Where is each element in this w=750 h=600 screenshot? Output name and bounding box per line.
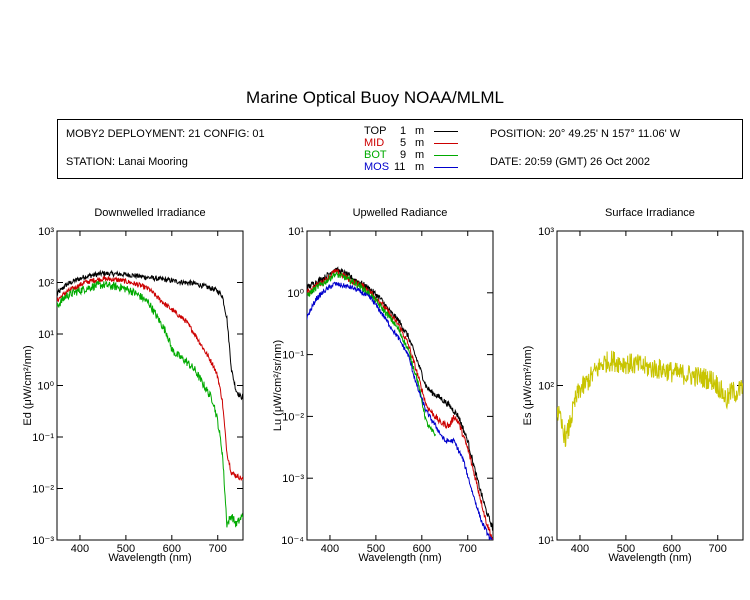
y-tick-label: 10³ [38,226,54,238]
legend-mid-depth: 5 [400,137,407,149]
x-tick-label: 500 [117,543,135,555]
x-tick-label: 500 [367,543,385,555]
x-axis-label: Wavelength (nm) [608,552,691,564]
date-text: DATE: 20:59 (GMT) 26 Oct 2002 [490,156,650,168]
y-axis-label: Ed (μW/cm²/nm) [22,345,34,425]
x-tick-label: 600 [413,543,431,555]
series-line-top [307,266,493,531]
x-tick-label: 700 [459,543,477,555]
x-tick-label: 400 [571,543,589,555]
series-line-bot [307,270,437,437]
y-tick-label: 10⁰ [37,381,54,393]
y-axis-label: Es (μW/cm²/nm) [522,346,534,426]
y-tick-label: 10⁻⁴ [281,535,304,547]
legend-mid-line [434,143,458,144]
legend-top-line [434,131,458,132]
y-tick-label: 10⁻³ [32,535,54,547]
y-tick-label: 10¹ [288,226,304,238]
y-tick-label: 10⁻² [282,411,304,423]
page-title: Marine Optical Buoy NOAA/MLML [246,88,504,107]
chart-title: Downwelled Irradiance [94,207,205,219]
chart-panel-3: Surface Irradiance 400 500 600 700 Wavelength… [522,207,744,564]
y-tick-label: 10² [538,381,554,393]
series-line-mos [307,281,493,540]
legend-top-depth: 1 [400,125,407,137]
series-line-bot [57,280,243,528]
chart-panel-2: Upwelled Radiance 400 500 600 700 Wavelength … [272,207,494,564]
legend-top-name: TOP [364,125,387,137]
legend-mid-name: MID [364,137,385,149]
legend-top-unit: m [415,125,425,137]
x-tick-label: 600 [163,543,181,555]
info-box: MOBY2 DEPLOYMENT: 21 CONFIG: 01 STATION:… [57,119,743,179]
x-tick-label: 400 [71,543,89,555]
deployment-text: MOBY2 DEPLOYMENT: 21 CONFIG: 01 [66,128,265,140]
y-tick-label: 10⁰ [287,288,304,300]
legend-bot-name: BOT [364,149,387,161]
x-axis-label: Wavelength (nm) [108,552,191,564]
x-tick-label: 500 [617,543,635,555]
y-tick-label: 10³ [538,226,554,238]
legend-mos-depth: 11 [394,161,406,173]
y-tick-label: 10² [38,278,54,290]
legend-bot-line [434,155,458,156]
plot-frame [306,230,494,541]
series-line-es [557,350,743,448]
series-line-top [57,269,243,401]
series-group [57,269,243,528]
x-tick-label: 600 [663,543,681,555]
series-group [557,350,743,448]
y-tick-label: 10⁻³ [282,473,304,485]
chart-panel-1: Downwelled Irradiance 400 500 600 700 Wavelen… [22,207,244,564]
x-tick-label: 700 [209,543,227,555]
legend-mos-unit: m [415,161,425,173]
y-tick-label: 10¹ [38,329,54,341]
y-axis-label: Lu (μW/cm²/sr/nm) [272,340,284,431]
x-tick-label: 700 [709,543,727,555]
chart-title: Upwelled Radiance [353,207,448,219]
series-line-mid [57,274,243,482]
y-tick-label: 10¹ [538,535,554,547]
station-text: STATION: Lanai Mooring [66,156,188,168]
x-axis-label: Wavelength (nm) [358,552,441,564]
y-tick-label: 10⁻¹ [282,350,304,362]
legend-bot-depth: 9 [400,149,407,161]
y-tick-label: 10⁻² [32,484,54,496]
legend-mos-name: MOS [364,161,390,173]
legend-mos-line [434,167,458,168]
chart-title: Surface Irradiance [605,207,695,219]
series-line-mid [307,268,493,540]
y-tick-label: 10⁻¹ [32,432,54,444]
x-tick-label: 400 [321,543,339,555]
series-group [307,266,493,540]
legend-mid-unit: m [415,137,425,149]
legend-bot-unit: m [415,149,425,161]
position-text: POSITION: 20° 49.25' N 157° 11.06' W [490,128,681,140]
